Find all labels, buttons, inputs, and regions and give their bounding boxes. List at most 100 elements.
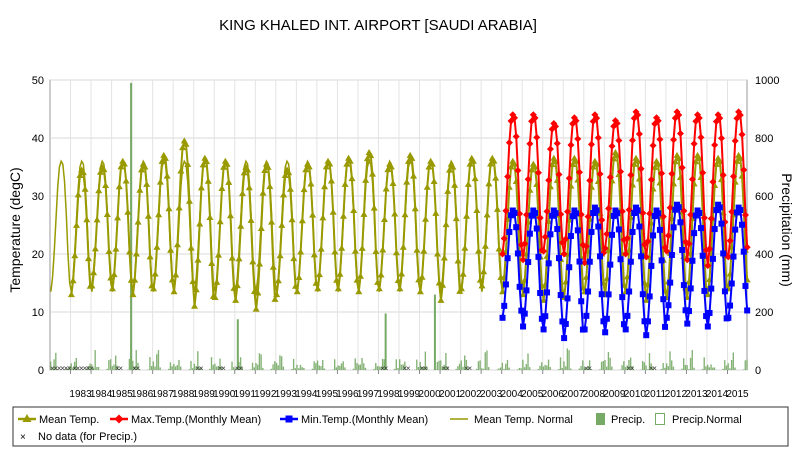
precip-spike-bar [237,319,239,370]
precip-spike-bar [434,295,436,370]
precip-bar [296,365,297,370]
precip-bar [579,369,580,370]
no-data-x-icon: × [467,364,472,373]
y-axis-right-label: Precipitation (mm) [779,173,795,287]
min-temp-point [527,231,533,237]
precip-bar [455,369,456,370]
precip-bar [272,364,273,370]
min-temp-point [707,310,713,316]
precip-bar [363,363,364,370]
min-temp-point [503,281,509,287]
precip-bar [712,368,713,370]
min-temp-point [739,222,745,228]
precip-bar [108,360,109,370]
min-temp-point [669,252,675,258]
min-temp-point [667,280,673,286]
precip-bar [213,365,214,370]
precip-bar [544,365,545,370]
no-data-x-icon: × [238,364,243,373]
min-temp-point [671,224,677,230]
min-temp-point [517,284,523,290]
precip-bar [500,367,501,370]
precip-bar [339,366,340,370]
min-temp-point [588,229,594,235]
precip-bar [734,368,735,370]
no-data-x-icon: × [199,364,204,373]
precip-bar [358,365,359,370]
precip-bar [291,369,292,370]
precip-bar [498,368,499,370]
x-tick-label: 2004 [501,389,524,400]
precip-bar [476,369,477,370]
precip-bar [686,365,687,370]
precip-bar [548,360,549,370]
y-tick-label-left: 40 [32,133,44,145]
min-temp-point [621,321,627,327]
precip-bar [517,369,518,370]
precip-bar [538,369,539,370]
precip-bar [211,357,212,370]
min-temp-point [556,255,562,261]
precip-bar [503,369,504,370]
precip-bar [746,360,747,370]
precip-bar [541,362,542,370]
precip-bar [529,367,530,370]
x-tick-label: 2006 [542,389,565,400]
min-temp-point [684,321,690,327]
precip-bar [394,369,395,370]
precip-bar [642,361,643,370]
min-temp-point [662,324,668,330]
precip-bar [461,361,462,370]
precip-bar [558,369,559,370]
min-temp-point [561,335,567,341]
precip-bar [621,365,622,370]
min-temp-point [554,226,560,232]
precip-bar [343,361,344,370]
precip-bar [336,367,337,370]
y-tick-label-left: 20 [32,249,44,261]
precip-bar [283,367,284,370]
x-tick-label: 2003 [480,389,503,400]
precip-bar [259,353,260,370]
precip-bar [276,363,277,370]
precip-bar [320,366,321,370]
precip-bar [601,362,602,370]
precip-bar [337,365,338,370]
precip-bar [502,363,503,370]
min-temp-point [623,326,629,332]
min-temp-point [515,250,521,256]
precip-bar [603,361,604,370]
min-temp-point [686,308,692,314]
x-tick-label: 2010 [624,389,647,400]
min-temp-point [727,303,733,309]
precip-bar [231,362,232,370]
x-tick-label: 1993 [275,389,298,400]
precip-bar [209,369,210,370]
y-tick-label-right: 0 [755,365,761,377]
min-temp-point [546,260,552,266]
x-tick-label: 1990 [213,389,236,400]
precip-bar [509,368,510,370]
precip-bar [151,366,152,370]
x-tick-label: 2014 [706,389,729,400]
precip-bar [485,352,486,370]
precip-bar [127,369,128,370]
precip-bar [189,369,190,370]
precip-spike-bar [130,83,132,370]
precip-bar [254,367,255,370]
precip-bar [702,369,703,370]
precip-bar [685,365,686,370]
min-temp-point [606,291,612,297]
precip-bar [724,360,725,370]
min-temp-point [505,255,511,261]
precip-bar [704,357,705,370]
no-data-x-icon: × [118,364,123,373]
precip-bar [437,362,438,370]
precip-bar [322,360,323,370]
min-temp-point [501,303,507,309]
min-temp-point [650,232,656,238]
precip-bar [375,363,376,370]
min-temp-point [647,293,653,299]
